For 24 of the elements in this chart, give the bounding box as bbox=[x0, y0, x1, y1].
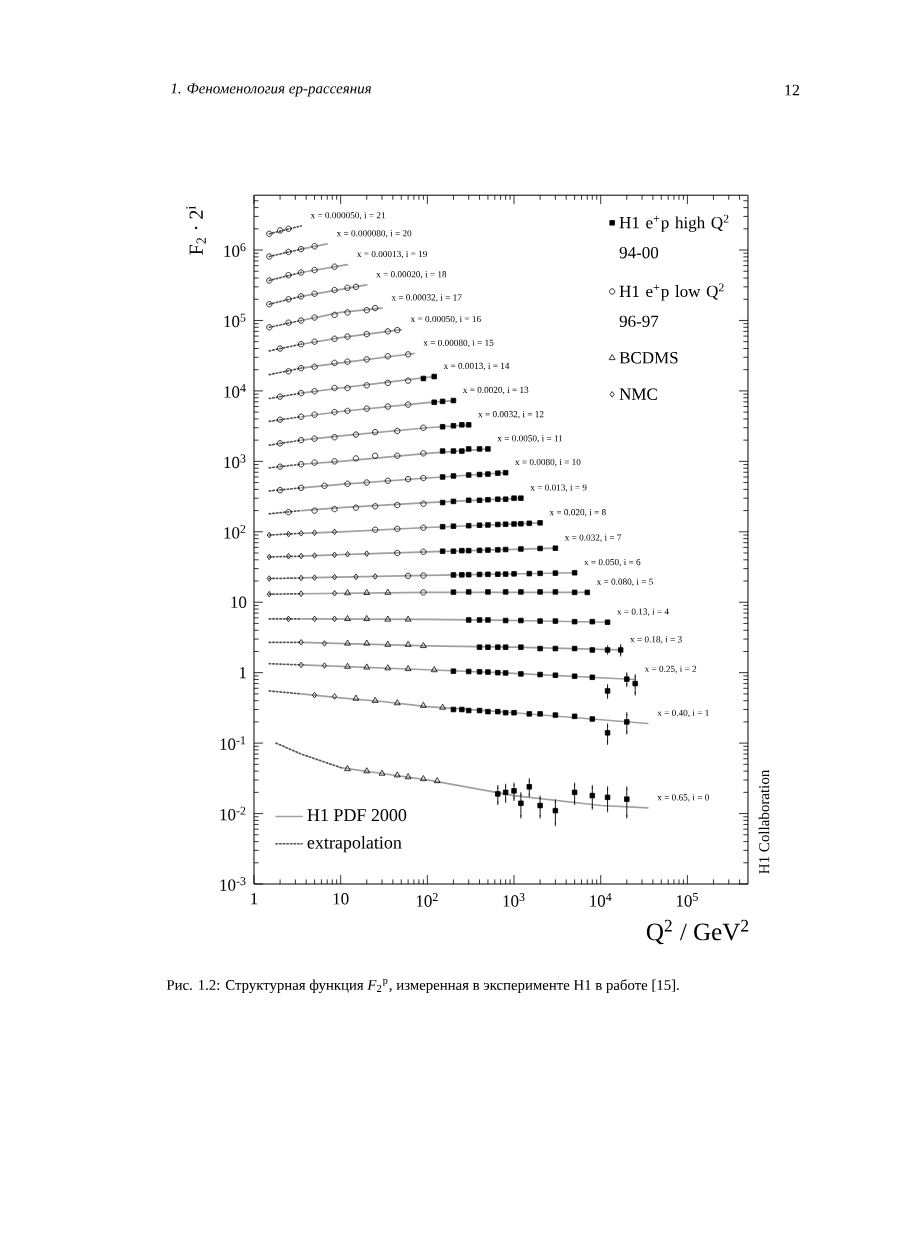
y-tick-label: 1 bbox=[239, 667, 246, 679]
y-tick-label: 10$^{6}$ bbox=[224, 243, 246, 257]
legend-label: extrapolation bbox=[307, 836, 402, 853]
y-tick-label: 10 bbox=[231, 596, 247, 608]
legend-label: H1 PDF 2000 bbox=[307, 809, 407, 822]
legend-label: NMC bbox=[619, 388, 657, 400]
y-axis-title: F$_{2}$ · 2$^{i}$ bbox=[186, 205, 206, 255]
text: H1 e$^{+}$p low Q$^{2}$ 96-97 bbox=[619, 283, 724, 328]
y-tick-label: 10$^{5}$ bbox=[224, 313, 246, 328]
x-tick-label: 1 bbox=[251, 893, 258, 905]
y-tick-label: 10$^{2}$ bbox=[224, 524, 246, 539]
y-tick-label: 10$^{3}$ bbox=[224, 454, 246, 469]
x-tick-label: 10 bbox=[333, 893, 349, 905]
x-tick-label: 10$^{4}$ bbox=[590, 893, 612, 907]
y-tick-label: 10$^{-3}$ bbox=[220, 877, 246, 891]
y-tick-label: 10$^{-1}$ bbox=[220, 736, 246, 750]
x-tick-label: 10$^{5}$ bbox=[676, 893, 698, 907]
y-tick-label: 10$^{4}$ bbox=[224, 384, 246, 398]
legend-label: BCDMS bbox=[619, 352, 678, 364]
x-tick-label: 10$^{3}$ bbox=[503, 893, 525, 907]
x-tick-label: 10$^{2}$ bbox=[416, 893, 438, 907]
x-axis-title: Q$^{2}$ / GeV$^{2}$ bbox=[646, 919, 749, 945]
text: 12 bbox=[785, 84, 800, 96]
y-tick-label: 10$^{-2}$ bbox=[220, 806, 246, 821]
